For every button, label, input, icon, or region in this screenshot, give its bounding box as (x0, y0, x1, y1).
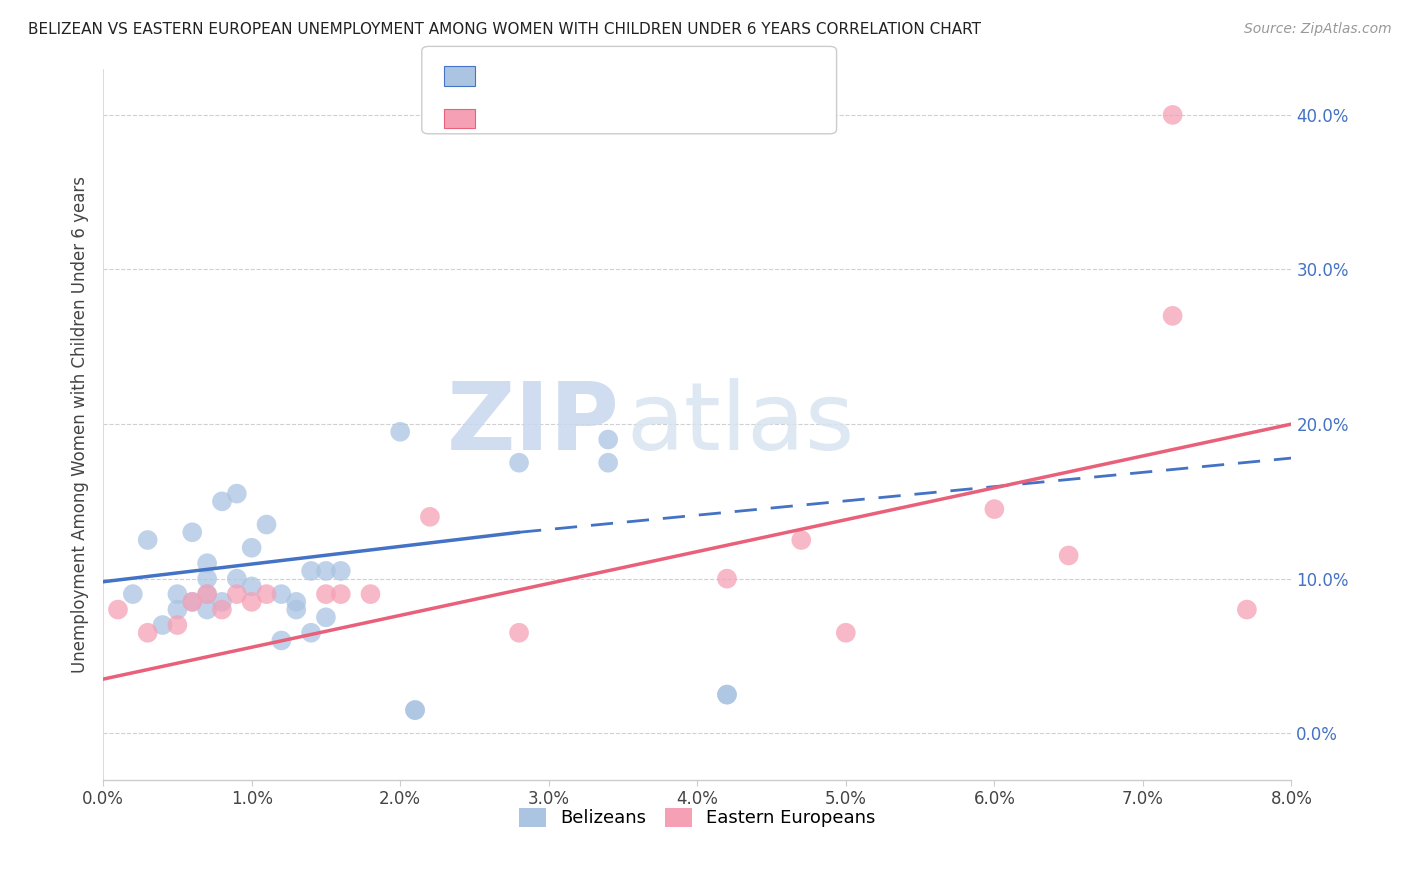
Point (195, 587, 218, 601)
Point (240, 541, 263, 555)
Point (598, 433, 620, 447)
Point (225, 587, 247, 601)
Point (315, 564, 337, 578)
Point (195, 572, 218, 586)
Text: Source: ZipAtlas.com: Source: ZipAtlas.com (1244, 22, 1392, 37)
Text: N = 22: N = 22 (636, 110, 699, 128)
Point (256, 587, 278, 601)
Point (716, 572, 738, 586)
Point (211, 595, 233, 609)
Point (136, 625, 159, 640)
Point (419, 509, 441, 524)
Point (195, 556, 218, 570)
Point (211, 602, 233, 616)
Point (256, 517, 278, 532)
Point (270, 587, 292, 601)
Text: R = 0.516: R = 0.516 (485, 110, 575, 128)
Point (107, 602, 129, 616)
Point (1057, 549, 1080, 563)
Legend: Belizeans, Eastern Europeans: Belizeans, Eastern Europeans (512, 801, 883, 835)
Point (195, 587, 218, 601)
Point (404, 703, 426, 717)
Point (285, 602, 308, 616)
Point (299, 625, 322, 640)
Point (240, 579, 263, 593)
Point (1161, 108, 1184, 122)
Point (121, 587, 143, 601)
Point (285, 595, 308, 609)
Point (329, 587, 352, 601)
Text: atlas: atlas (626, 378, 855, 470)
Point (716, 688, 738, 702)
Point (211, 494, 233, 508)
Point (835, 625, 858, 640)
Point (360, 587, 382, 601)
Point (315, 610, 337, 624)
Point (1161, 309, 1184, 323)
Point (508, 625, 530, 640)
Point (598, 456, 620, 470)
Text: R = 0.150: R = 0.150 (485, 67, 575, 85)
Text: BELIZEAN VS EASTERN EUROPEAN UNEMPLOYMENT AMONG WOMEN WITH CHILDREN UNDER 6 YEAR: BELIZEAN VS EASTERN EUROPEAN UNEMPLOYMEN… (28, 22, 981, 37)
Point (225, 572, 247, 586)
Point (508, 456, 530, 470)
Point (166, 587, 188, 601)
Y-axis label: Unemployment Among Women with Children Under 6 years: Unemployment Among Women with Children U… (72, 176, 89, 673)
Point (983, 502, 1005, 516)
Point (716, 688, 738, 702)
Point (181, 525, 204, 540)
Point (329, 564, 352, 578)
Point (181, 595, 204, 609)
Point (225, 486, 247, 500)
Point (404, 703, 426, 717)
Point (166, 602, 188, 616)
Point (270, 633, 292, 648)
Point (181, 595, 204, 609)
Point (166, 618, 188, 632)
Text: N = 35: N = 35 (636, 67, 699, 85)
Point (1236, 602, 1258, 616)
Point (195, 602, 218, 616)
Point (136, 533, 159, 547)
Point (389, 425, 412, 439)
Point (790, 533, 813, 547)
Text: ZIP: ZIP (447, 378, 620, 470)
Point (240, 595, 263, 609)
Point (315, 587, 337, 601)
Point (299, 564, 322, 578)
Point (152, 618, 174, 632)
